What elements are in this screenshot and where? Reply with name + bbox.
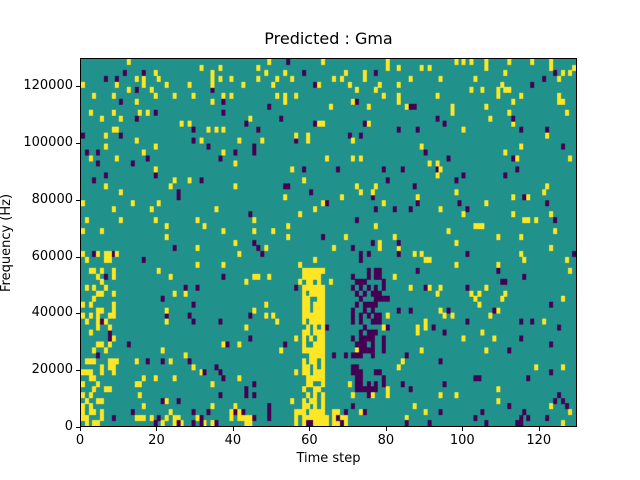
x-tick-label: 20 <box>148 433 165 448</box>
x-tick-label: 80 <box>377 433 395 448</box>
y-tick-mark <box>76 256 80 258</box>
y-tick-mark <box>76 199 80 201</box>
y-tick-mark <box>76 427 80 428</box>
y-tick-mark <box>76 86 80 88</box>
x-tick-label: 60 <box>301 433 318 448</box>
y-tick-label: 120000 <box>23 78 73 94</box>
y-tick-label: 0 <box>64 419 73 434</box>
x-tick-label: 120 <box>526 433 552 448</box>
x-axis-label: Time step <box>296 451 361 466</box>
plot-area <box>80 58 577 427</box>
x-tick-mark <box>385 427 387 431</box>
chart-title: Predicted : Gma <box>264 29 393 48</box>
x-tick-label: 40 <box>224 433 242 448</box>
y-tick-label: 80000 <box>31 191 73 207</box>
x-tick-label: 0 <box>75 433 85 448</box>
x-tick-mark <box>156 427 158 431</box>
y-tick-mark <box>76 370 80 372</box>
x-tick-mark <box>80 427 81 431</box>
x-tick-mark <box>538 427 540 431</box>
y-tick-label: 100000 <box>23 135 73 151</box>
x-tick-mark <box>462 427 464 431</box>
x-tick-label: 100 <box>449 433 475 448</box>
heatmap-canvas <box>81 59 576 426</box>
y-tick-label: 40000 <box>31 305 73 321</box>
y-tick-label: 60000 <box>31 248 73 264</box>
y-tick-mark <box>76 313 80 315</box>
x-tick-mark <box>232 427 234 431</box>
y-tick-mark <box>76 143 80 145</box>
x-tick-mark <box>309 427 311 431</box>
y-tick-label: 20000 <box>31 362 73 378</box>
